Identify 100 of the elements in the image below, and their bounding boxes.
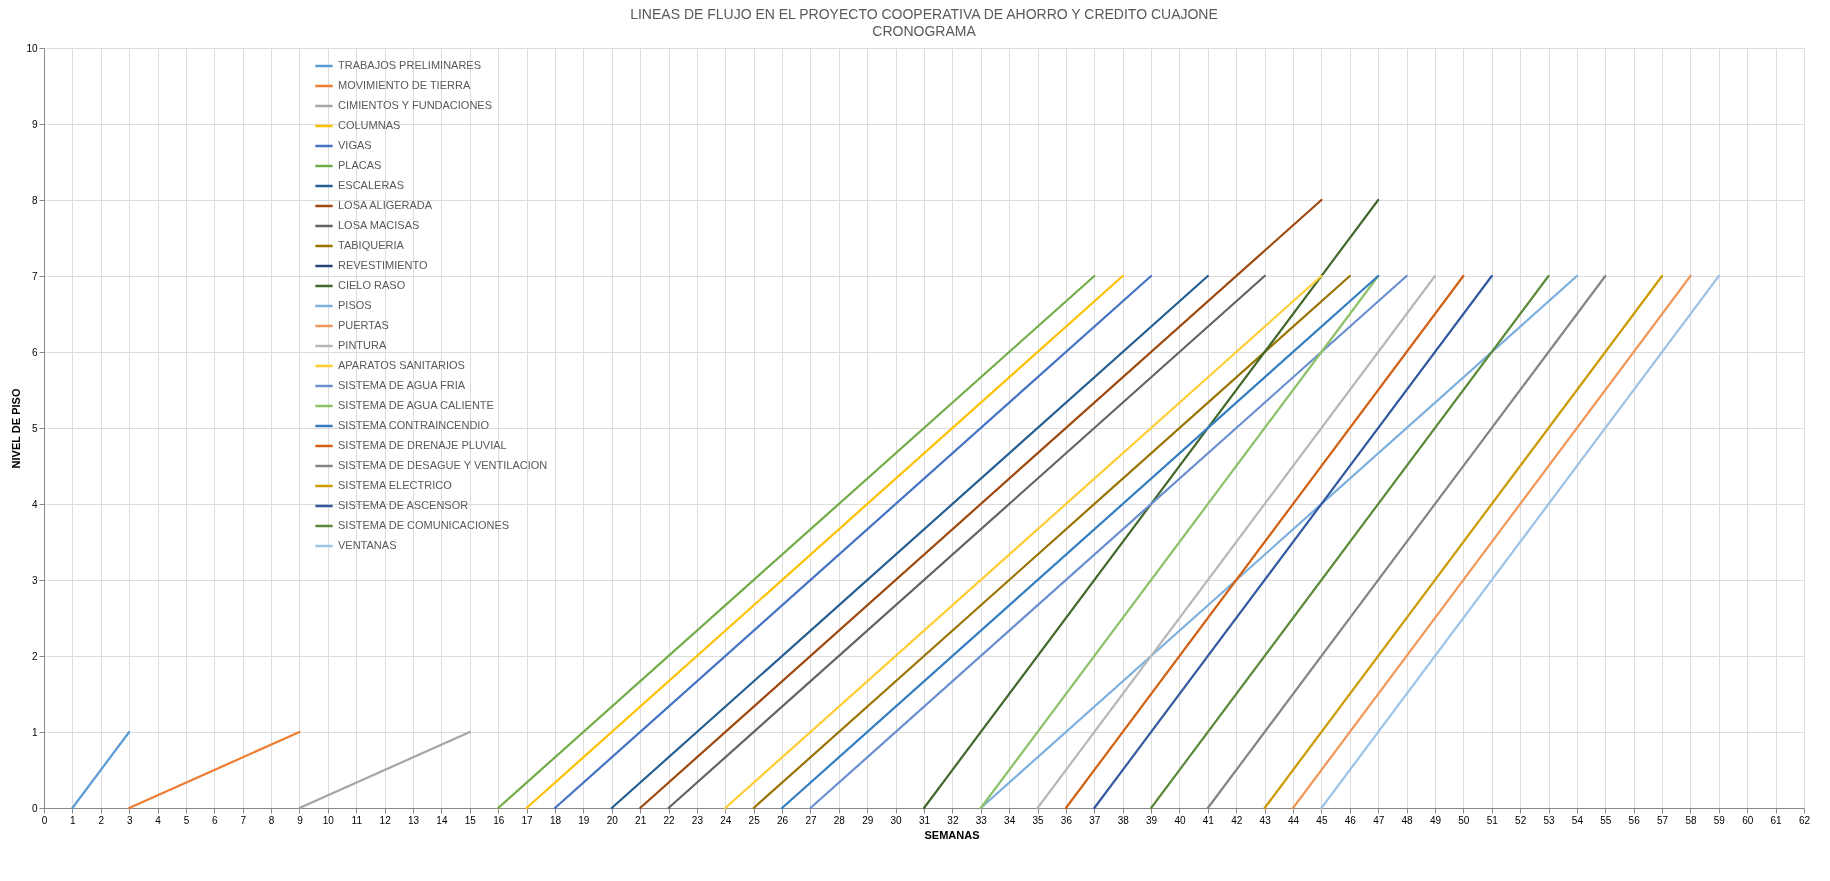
y-tick-label: 7	[31, 270, 38, 282]
x-tick-label: 60	[1742, 814, 1754, 826]
x-axis-title: SEMANAS	[924, 828, 980, 841]
y-tick-label: 3	[31, 574, 38, 586]
legend-label: SISTEMA DE AGUA FRIA	[338, 379, 466, 391]
x-tick-label: 37	[1089, 814, 1101, 826]
x-tick-label: 54	[1571, 814, 1584, 826]
x-tick-label: 15	[464, 814, 477, 826]
legend-label: SISTEMA DE DRENAJE PLUVIAL	[338, 439, 507, 451]
x-tick-label: 40	[1174, 814, 1186, 826]
chart-title: LINEAS DE FLUJO EN EL PROYECTO COOPERATIVA DE AHORRO Y CREDITO CUAJONE	[630, 6, 1218, 22]
legend-label: MOVIMIENTO DE TIERRA	[338, 79, 471, 91]
x-tick-label: 38	[1117, 814, 1130, 826]
x-tick-label: 8	[268, 814, 275, 826]
legend-label: LOSA MACISAS	[338, 219, 420, 231]
x-tick-label: 30	[890, 814, 903, 826]
x-tick-label: 56	[1628, 814, 1641, 826]
y-tick-label: 9	[31, 118, 38, 130]
legend-label: PISOS	[338, 299, 372, 311]
x-tick-label: 27	[805, 814, 817, 826]
x-tick-label: 21	[635, 814, 647, 826]
x-tick-label: 28	[833, 814, 846, 826]
x-tick-label: 2	[98, 814, 105, 826]
x-tick-label: 43	[1259, 814, 1272, 826]
y-tick-label: 8	[31, 194, 38, 206]
legend-label: TRABAJOS PRELIMINARES	[338, 59, 482, 71]
x-tick-label: 5	[183, 814, 190, 826]
x-tick-label: 49	[1429, 814, 1442, 826]
y-axis-title: NIVEL DE PISO	[10, 388, 23, 469]
legend-label: CIMIENTOS Y FUNDACIONES	[338, 99, 493, 111]
y-tick-label: 2	[31, 650, 38, 662]
x-tick-label: 25	[748, 814, 761, 826]
legend-label: COLUMNAS	[338, 119, 401, 131]
x-tick-label: 4	[155, 814, 162, 826]
x-tick-label: 32	[947, 814, 959, 826]
x-tick-label: 7	[240, 814, 247, 826]
legend-label: APARATOS SANITARIOS	[338, 359, 465, 371]
x-tick-label: 6	[212, 814, 219, 826]
x-tick-label: 9	[297, 814, 304, 826]
x-tick-label: 17	[521, 814, 534, 826]
x-tick-label: 61	[1770, 814, 1783, 826]
x-tick-label: 1	[70, 814, 77, 826]
legend-label: SISTEMA DE DESAGUE Y VENTILACION	[338, 459, 548, 471]
legend-label: SISTEMA DE ASCENSOR	[338, 499, 469, 511]
legend-label: VENTANAS	[338, 539, 397, 551]
x-tick-label: 62	[1798, 814, 1811, 826]
x-tick-label: 33	[975, 814, 988, 826]
x-tick-label: 50	[1458, 814, 1470, 826]
legend-label: VIGAS	[338, 139, 372, 151]
legend-label: SISTEMA DE COMUNICACIONES	[338, 519, 510, 531]
x-tick-label: 3	[126, 814, 133, 826]
x-tick-label: 53	[1543, 814, 1556, 826]
x-tick-label: 10	[322, 814, 335, 826]
x-tick-label: 51	[1486, 814, 1499, 826]
x-tick-label: 12	[379, 814, 392, 826]
x-tick-label: 48	[1401, 814, 1414, 826]
y-tick-label: 4	[31, 498, 38, 510]
x-tick-label: 0	[41, 814, 48, 826]
legend-label: TABIQUERIA	[338, 239, 405, 251]
x-tick-label: 18	[549, 814, 562, 826]
x-tick-label: 16	[493, 814, 505, 826]
x-tick-label: 58	[1685, 814, 1697, 826]
legend-label: SISTEMA DE AGUA CALIENTE	[338, 399, 494, 411]
x-tick-label: 26	[777, 814, 789, 826]
x-tick-label: 57	[1657, 814, 1669, 826]
x-tick-label: 13	[407, 814, 420, 826]
x-tick-label: 22	[663, 814, 676, 826]
x-tick-label: 24	[720, 814, 732, 826]
x-tick-label: 31	[918, 814, 931, 826]
legend-label: LOSA ALIGERADA	[338, 199, 433, 211]
y-tick-label: 0	[31, 802, 38, 814]
x-tick-label: 23	[691, 814, 704, 826]
x-tick-label: 47	[1373, 814, 1385, 826]
x-tick-label: 19	[578, 814, 590, 826]
x-tick-label: 11	[351, 814, 363, 826]
legend-label: REVESTIMIENTO	[338, 259, 429, 271]
x-tick-label: 59	[1713, 814, 1726, 826]
legend-label: CIELO RASO	[338, 279, 406, 291]
y-tick-label: 1	[31, 726, 38, 738]
legend-label: SISTEMA ELECTRICO	[338, 479, 453, 491]
legend-label: SISTEMA CONTRAINCENDIO	[338, 419, 490, 431]
x-tick-label: 35	[1032, 814, 1045, 826]
x-tick-label: 55	[1600, 814, 1612, 826]
x-tick-label: 29	[862, 814, 874, 826]
legend-label: ESCALERAS	[338, 179, 405, 191]
y-tick-label: 6	[31, 346, 38, 358]
legend-label: PUERTAS	[338, 319, 389, 331]
legend-label: PINTURA	[338, 339, 387, 351]
x-tick-label: 52	[1515, 814, 1527, 826]
y-tick-label: 5	[31, 422, 38, 434]
x-tick-label: 39	[1146, 814, 1158, 826]
x-tick-label: 45	[1316, 814, 1328, 826]
x-tick-label: 44	[1287, 814, 1300, 826]
y-tick-label: 10	[26, 42, 38, 54]
chart-subtitle: CRONOGRAMA	[872, 23, 977, 39]
x-tick-label: 14	[436, 814, 448, 826]
x-tick-label: 46	[1344, 814, 1357, 826]
x-tick-label: 36	[1060, 814, 1073, 826]
x-tick-label: 20	[606, 814, 619, 826]
x-tick-label: 34	[1004, 814, 1016, 826]
